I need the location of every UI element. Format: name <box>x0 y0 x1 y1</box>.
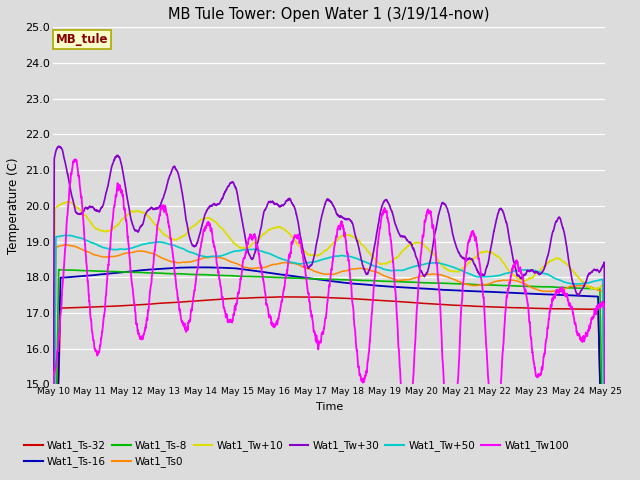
Wat1_Tw+50 <box>113 247 120 252</box>
Wat1_Ts-16 <box>112 270 120 276</box>
Wat1_Ts-16 <box>261 269 269 275</box>
Line: Wat1_Ts0: Wat1_Ts0 <box>53 245 605 480</box>
Wat1_Tw+10 <box>261 230 269 236</box>
Wat1_Ts-16 <box>591 293 598 299</box>
Wat1_Tw+50 <box>591 278 598 284</box>
Wat1_Ts-8 <box>261 274 269 280</box>
Wat1_Ts-8 <box>285 275 293 281</box>
Wat1_Tw100 <box>285 253 293 259</box>
Wat1_Ts-16 <box>285 273 293 278</box>
Wat1_Ts-8 <box>531 284 539 289</box>
Wat1_Tw+10 <box>285 230 293 236</box>
Wat1_Ts-8 <box>591 286 598 292</box>
Wat1_Ts-32 <box>531 305 539 311</box>
Wat1_Ts-32 <box>278 294 286 300</box>
Wat1_Ts-16 <box>193 264 200 270</box>
Wat1_Tw+30 <box>285 196 293 202</box>
Wat1_Ts-32 <box>591 306 598 312</box>
Line: Wat1_Ts-16: Wat1_Ts-16 <box>53 267 605 480</box>
Wat1_Tw100 <box>145 300 153 305</box>
Line: Wat1_Tw+10: Wat1_Tw+10 <box>53 202 605 480</box>
Legend: Wat1_Ts-32, Wat1_Ts-16, Wat1_Ts-8, Wat1_Ts0, Wat1_Tw+10, Wat1_Tw+30, Wat1_Tw+50,: Wat1_Ts-32, Wat1_Ts-16, Wat1_Ts-8, Wat1_… <box>20 436 573 471</box>
Line: Wat1_Ts-8: Wat1_Ts-8 <box>53 270 605 480</box>
Wat1_Tw100 <box>591 307 598 313</box>
Wat1_Ts0 <box>145 250 153 256</box>
Wat1_Ts0 <box>531 286 539 291</box>
Text: MB_tule: MB_tule <box>56 33 108 47</box>
Wat1_Tw100 <box>72 156 79 162</box>
Line: Wat1_Tw+30: Wat1_Tw+30 <box>53 146 605 480</box>
Wat1_Ts-32 <box>261 294 269 300</box>
Wat1_Tw+30 <box>145 207 153 213</box>
Wat1_Tw+50 <box>67 232 74 238</box>
Line: Wat1_Tw+50: Wat1_Tw+50 <box>53 235 605 480</box>
Wat1_Ts-8 <box>55 267 63 273</box>
Wat1_Tw+30 <box>261 207 269 213</box>
Wat1_Ts-16 <box>145 267 153 273</box>
Wat1_Ts0 <box>285 260 293 266</box>
Wat1_Tw+10 <box>531 272 539 277</box>
Wat1_Tw+10 <box>113 223 120 229</box>
Wat1_Ts0 <box>61 242 68 248</box>
Wat1_Tw+50 <box>531 267 539 273</box>
Wat1_Tw+10 <box>65 199 72 204</box>
Wat1_Tw+10 <box>591 286 598 291</box>
X-axis label: Time: Time <box>316 402 343 412</box>
Wat1_Ts-8 <box>113 269 120 275</box>
Wat1_Ts-32 <box>285 294 293 300</box>
Wat1_Tw+50 <box>285 259 293 264</box>
Wat1_Ts0 <box>113 253 120 259</box>
Wat1_Ts-32 <box>112 303 120 309</box>
Title: MB Tule Tower: Open Water 1 (3/19/14-now): MB Tule Tower: Open Water 1 (3/19/14-now… <box>168 7 490 22</box>
Wat1_Tw+30 <box>55 144 63 149</box>
Wat1_Ts-32 <box>145 301 153 307</box>
Wat1_Ts0 <box>591 286 598 291</box>
Wat1_Tw+30 <box>113 154 120 160</box>
Wat1_Tw100 <box>602 457 609 463</box>
Wat1_Ts0 <box>261 264 269 270</box>
Wat1_Tw100 <box>261 289 269 295</box>
Y-axis label: Temperature (C): Temperature (C) <box>7 157 20 254</box>
Wat1_Tw+10 <box>145 215 153 220</box>
Wat1_Tw+50 <box>145 240 153 246</box>
Wat1_Ts-16 <box>531 291 539 297</box>
Wat1_Tw100 <box>531 367 539 373</box>
Line: Wat1_Ts-32: Wat1_Ts-32 <box>53 297 605 480</box>
Wat1_Tw+30 <box>531 270 539 276</box>
Wat1_Tw+30 <box>591 267 598 273</box>
Wat1_Tw+50 <box>261 250 269 255</box>
Wat1_Ts-8 <box>145 270 153 276</box>
Wat1_Tw100 <box>113 193 120 199</box>
Line: Wat1_Tw100: Wat1_Tw100 <box>53 159 605 480</box>
